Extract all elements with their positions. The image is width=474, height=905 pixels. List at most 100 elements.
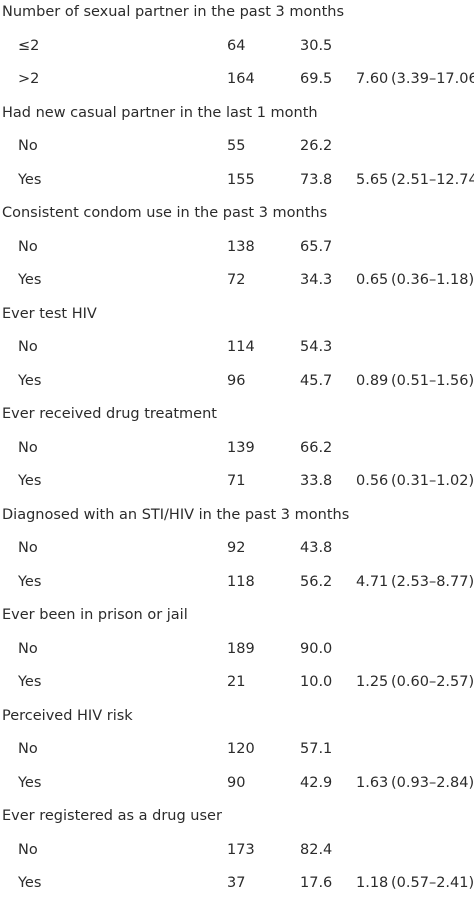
category-label: No bbox=[18, 138, 38, 154]
category-label: Yes bbox=[18, 272, 42, 288]
variable-header-row: Perceived HIV risk bbox=[0, 704, 474, 738]
variable-header-row: Diagnosed with an STI/HIV in the past 3 … bbox=[0, 503, 474, 537]
count-cell: 92 bbox=[227, 540, 246, 556]
variable-label: Diagnosed with an STI/HIV in the past 3 … bbox=[2, 506, 350, 523]
percent-cell: 69.5 bbox=[300, 71, 333, 87]
category-row: No 55 26.2 bbox=[0, 134, 474, 168]
category-row: No 189 90.0 bbox=[0, 637, 474, 671]
category-label: No bbox=[18, 741, 38, 757]
confidence-interval-cell: (0.31–1.02) bbox=[391, 469, 474, 503]
count-cell: 173 bbox=[227, 841, 255, 858]
count-cell: 72 bbox=[227, 272, 246, 288]
category-row: Yes 72 34.3 0.65 (0.36–1.18) bbox=[0, 268, 474, 302]
variable-label: Ever received drug treatment bbox=[2, 406, 217, 422]
count-cell: 90 bbox=[227, 774, 246, 791]
category-label: Yes bbox=[18, 774, 42, 791]
category-label: >2 bbox=[18, 71, 40, 87]
count-cell: 96 bbox=[227, 372, 246, 389]
variable-label: Ever test HIV bbox=[2, 305, 97, 322]
ci-text: (0.93–2.84) bbox=[391, 774, 474, 791]
count-cell: 55 bbox=[227, 138, 246, 154]
variable-header-row: Ever received drug treatment bbox=[0, 402, 474, 436]
variable-label: Consistent condom use in the past 3 mont… bbox=[2, 205, 328, 221]
odds-ratio-cell: 7.60 bbox=[356, 71, 389, 87]
category-row: Yes 118 56.2 4.71(2.53–8.77)a bbox=[0, 570, 474, 604]
confidence-interval-cell: (3.39–17.06)a bbox=[391, 67, 474, 101]
ci-text: (2.51–12.74) bbox=[391, 171, 474, 188]
percent-cell: 10.0 bbox=[300, 674, 333, 690]
category-row: No 120 57.1 bbox=[0, 737, 474, 771]
category-label: No bbox=[18, 339, 38, 355]
category-row: No 173 82.4 bbox=[0, 838, 474, 872]
variable-header-row: Ever registered as a drug user bbox=[0, 804, 474, 838]
percent-cell: 26.2 bbox=[300, 138, 333, 154]
ci-text: (0.51–1.56) bbox=[391, 372, 474, 389]
category-label: Yes bbox=[18, 674, 42, 690]
category-row: >2 164 69.5 7.60(3.39–17.06)a bbox=[0, 67, 474, 101]
percent-cell: 42.9 bbox=[300, 774, 333, 791]
category-label: Yes bbox=[18, 573, 42, 590]
variable-label: Number of sexual partner in the past 3 m… bbox=[2, 4, 344, 20]
variable-header-row: Number of sexual partner in the past 3 m… bbox=[0, 0, 474, 34]
count-cell: 189 bbox=[227, 640, 255, 657]
variable-label: Perceived HIV risk bbox=[2, 707, 133, 724]
count-cell: 37 bbox=[227, 875, 246, 891]
ci-text: (3.39–17.06) bbox=[391, 71, 474, 87]
variable-label: Ever been in prison or jail bbox=[2, 607, 188, 623]
variable-label: Ever registered as a drug user bbox=[2, 808, 222, 824]
confidence-interval-cell: (2.53–8.77)a bbox=[391, 570, 474, 604]
category-label: Yes bbox=[18, 473, 42, 489]
percent-cell: 56.2 bbox=[300, 573, 333, 590]
odds-ratio-cell: 0.56 bbox=[356, 473, 389, 489]
category-row: Yes 21 10.0 1.25 (0.60–2.57) bbox=[0, 670, 474, 704]
odds-ratio-cell: 5.65 bbox=[356, 171, 389, 188]
percent-cell: 17.6 bbox=[300, 875, 333, 891]
category-label: Yes bbox=[18, 875, 42, 891]
count-cell: 64 bbox=[227, 37, 246, 54]
percent-cell: 54.3 bbox=[300, 339, 333, 355]
percent-cell: 66.2 bbox=[300, 439, 333, 456]
category-label: Yes bbox=[18, 171, 42, 188]
ci-text: (2.53–8.77) bbox=[391, 573, 474, 590]
count-cell: 114 bbox=[227, 339, 255, 355]
percent-cell: 82.4 bbox=[300, 841, 333, 858]
count-cell: 71 bbox=[227, 473, 246, 489]
category-label: No bbox=[18, 439, 38, 456]
percent-cell: 90.0 bbox=[300, 640, 333, 657]
category-row: Yes 90 42.9 1.63 (0.93–2.84) bbox=[0, 771, 474, 805]
category-row: Yes 37 17.6 1.18 (0.57–2.41) bbox=[0, 871, 474, 905]
confidence-interval-cell: (0.93–2.84) bbox=[391, 771, 474, 805]
odds-ratio-cell: 0.65 bbox=[356, 272, 389, 288]
odds-ratio-cell: 0.89 bbox=[356, 372, 389, 389]
variable-label: Had new casual partner in the last 1 mon… bbox=[2, 104, 318, 121]
count-cell: 120 bbox=[227, 741, 255, 757]
confidence-interval-cell: (0.51–1.56) bbox=[391, 369, 474, 403]
confidence-interval-cell: (2.51–12.74)a bbox=[391, 168, 474, 202]
ci-text: (0.36–1.18) bbox=[391, 272, 474, 288]
percent-cell: 73.8 bbox=[300, 171, 333, 188]
variable-header-row: Ever test HIV bbox=[0, 302, 474, 336]
odds-ratio-cell: 4.71 bbox=[356, 573, 389, 590]
percent-cell: 65.7 bbox=[300, 238, 333, 255]
category-label: No bbox=[18, 640, 38, 657]
variable-header-row: Had new casual partner in the last 1 mon… bbox=[0, 101, 474, 135]
category-label: No bbox=[18, 841, 38, 858]
percent-cell: 45.7 bbox=[300, 372, 333, 389]
percent-cell: 43.8 bbox=[300, 540, 333, 556]
ci-text: (0.60–2.57) bbox=[391, 674, 474, 690]
variable-header-row: Ever been in prison or jail bbox=[0, 603, 474, 637]
count-cell: 155 bbox=[227, 171, 255, 188]
category-row: Yes 96 45.7 0.89 (0.51–1.56) bbox=[0, 369, 474, 403]
category-row: No 138 65.7 bbox=[0, 235, 474, 269]
category-label: ≤2 bbox=[18, 37, 40, 54]
category-row: ≤2 64 30.5 bbox=[0, 34, 474, 68]
odds-ratio-cell: 1.18 bbox=[356, 875, 389, 891]
category-label: No bbox=[18, 540, 38, 556]
category-label: No bbox=[18, 238, 38, 255]
category-label: Yes bbox=[18, 372, 42, 389]
category-row: No 139 66.2 bbox=[0, 436, 474, 470]
count-cell: 164 bbox=[227, 71, 255, 87]
percent-cell: 34.3 bbox=[300, 272, 333, 288]
percent-cell: 30.5 bbox=[300, 37, 333, 54]
